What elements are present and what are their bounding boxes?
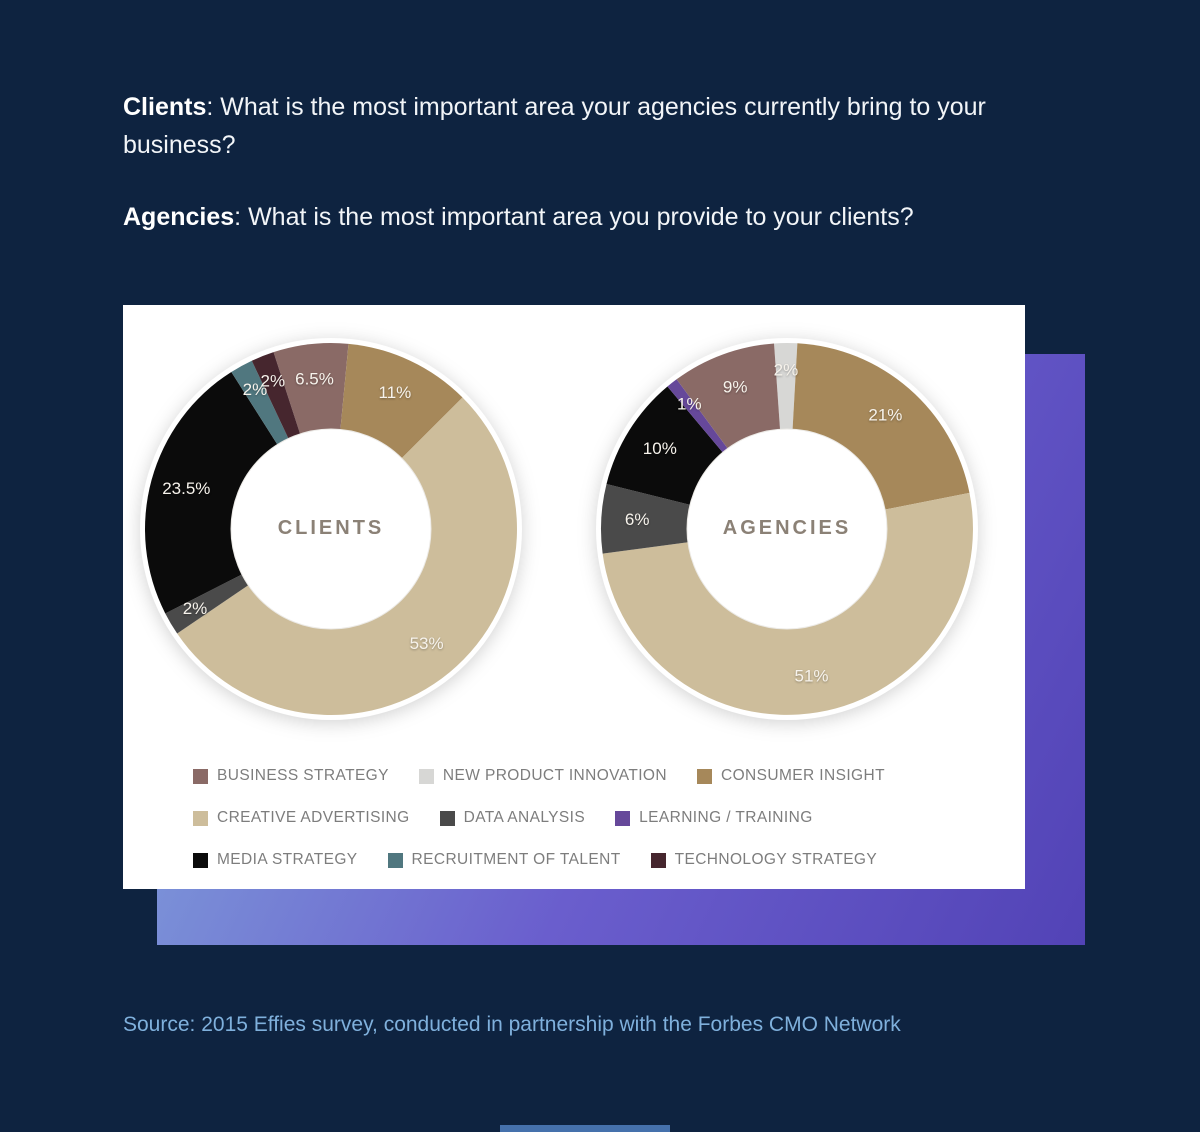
source-attribution: Source: 2015 Effies survey, conducted in…: [123, 1013, 901, 1036]
donut-charts: 6.5% 11% 53% 2% 23.5% 2% 2% CLIENTS 2% 21% 51% 6%…: [131, 329, 1025, 729]
legend-item: RECRUITMENT OF TALENT: [387, 851, 621, 869]
legend-swatch-icon: [193, 768, 208, 784]
donut-hole: [686, 428, 888, 630]
legend-row: CREATIVE ADVERTISING DATA ANALYSIS LEARNIN…: [193, 809, 1025, 827]
legend-label: TECHNOLOGY STRATEGY: [674, 851, 878, 868]
agencies-question-label: Agencies: [123, 203, 235, 231]
chart-block: 6.5% 11% 53% 2% 23.5% 2% 2% CLIENTS 2% 21% 51% 6%…: [123, 305, 1085, 945]
legend-label: RECRUITMENT OF TALENT: [411, 851, 621, 868]
legend-label: DATA ANALYSIS: [463, 809, 586, 826]
slice-percent-label: 11%: [379, 383, 412, 402]
agencies-donut-chart: 2% 21% 51% 6% 10% 1% 9% AGENCIES: [587, 329, 987, 729]
legend-item: LEARNING / TRAINING: [615, 809, 813, 827]
legend-item: MEDIA STRATEGY: [193, 851, 358, 869]
legend-item: TECHNOLOGY STRATEGY: [650, 851, 878, 869]
slice-percent-label: 2%: [261, 372, 286, 391]
legend-label: LEARNING / TRAINING: [639, 809, 813, 826]
legend-label: NEW PRODUCT INNOVATION: [442, 767, 667, 784]
slice-percent-label: 53%: [410, 634, 444, 653]
agencies-question: Agencies: What is the most important are…: [123, 198, 1043, 236]
agencies-donut-svg: 2% 21% 51% 6% 10% 1% 9%: [596, 338, 978, 720]
legend-item: NEW PRODUCT INNOVATION: [418, 767, 667, 785]
legend-label: MEDIA STRATEGY: [217, 851, 358, 868]
clients-donut-center-label: CLIENTS: [277, 517, 385, 540]
legend-item: CONSUMER INSIGHT: [696, 767, 885, 785]
legend-label: BUSINESS STRATEGY: [217, 767, 389, 784]
slice-percent-label: 21%: [868, 405, 902, 424]
legend-item: DATA ANALYSIS: [439, 809, 586, 827]
slice-percent-label: 2%: [774, 360, 799, 379]
slice-percent-label: 9%: [723, 378, 748, 397]
legend-row: MEDIA STRATEGY RECRUITMENT OF TALENT TECHN…: [193, 851, 1025, 869]
clients-donut-chart: 6.5% 11% 53% 2% 23.5% 2% 2% CLIENTS: [131, 329, 531, 729]
slice-percent-label: 6%: [625, 510, 650, 529]
clients-question-rest: : What is the most important area your a…: [123, 93, 986, 159]
legend-item: CREATIVE ADVERTISING: [193, 809, 410, 827]
intro-text: Clients: What is the most important area…: [123, 88, 1200, 236]
slice-percent-label: 1%: [677, 394, 702, 413]
legend-row: BUSINESS STRATEGY NEW PRODUCT INNOVATION C…: [193, 767, 1025, 785]
slide: Clients: What is the most important area…: [123, 88, 1200, 1036]
chart-card: 6.5% 11% 53% 2% 23.5% 2% 2% CLIENTS 2% 21% 51% 6%…: [123, 305, 1025, 889]
clients-question: Clients: What is the most important area…: [123, 88, 1043, 164]
slice-percent-label: 2%: [243, 380, 268, 399]
legend-swatch-icon: [193, 810, 208, 826]
chart-legend: BUSINESS STRATEGY NEW PRODUCT INNOVATION C…: [123, 767, 1025, 869]
legend-swatch-icon: [387, 852, 403, 868]
slice-percent-label: 51%: [794, 666, 828, 685]
slice-percent-label: 2%: [183, 599, 208, 618]
clients-donut-svg: 6.5%11%53%2%23.5%2%2%: [140, 338, 522, 720]
legend-swatch-icon: [439, 810, 455, 826]
clients-question-label: Clients: [123, 93, 207, 121]
slice-percent-label: 10%: [643, 439, 677, 458]
slice-percent-label: 6.5%: [295, 369, 334, 388]
legend-swatch-icon: [696, 768, 712, 784]
legend-swatch-icon: [650, 852, 666, 868]
bottom-accent-bar: [500, 1125, 670, 1132]
slice-percent-label: 23.5%: [162, 479, 210, 498]
legend-swatch-icon: [418, 768, 434, 784]
legend-label: CREATIVE ADVERTISING: [217, 809, 410, 826]
legend-label: CONSUMER INSIGHT: [720, 767, 885, 784]
legend-swatch-icon: [615, 810, 631, 826]
legend-item: BUSINESS STRATEGY: [193, 767, 389, 785]
agencies-question-rest: : What is the most important area you pr…: [234, 203, 914, 231]
legend-swatch-icon: [193, 852, 208, 868]
donut-hole: [230, 428, 432, 630]
agencies-donut-center-label: AGENCIES: [722, 517, 852, 540]
